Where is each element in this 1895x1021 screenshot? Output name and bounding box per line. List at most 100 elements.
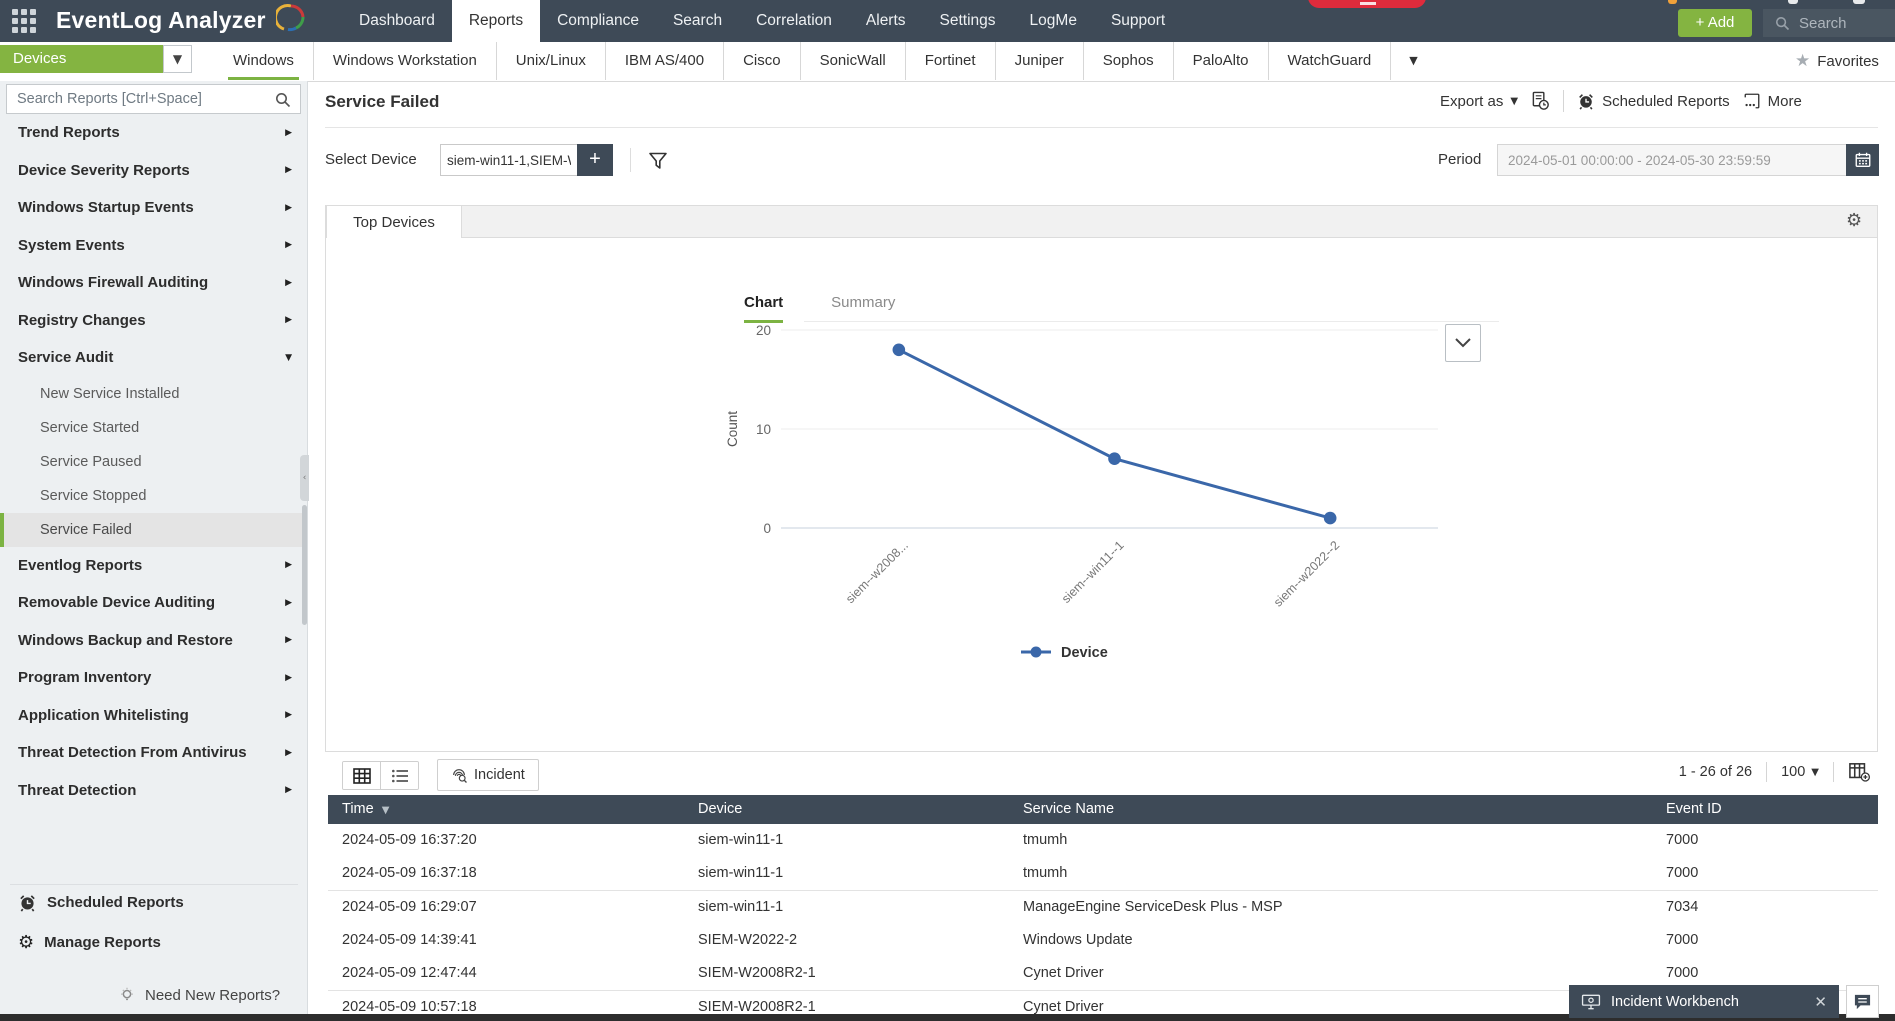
device-tab-ibm-as-400[interactable]: IBM AS/400 — [604, 42, 723, 80]
table-row[interactable]: 2024-05-09 16:29:07 siem-win11-1 ManageEng… — [328, 890, 1878, 925]
add-button[interactable]: + Add — [1678, 9, 1752, 37]
tab-summary[interactable]: Summary — [831, 294, 896, 311]
sidebar-item-windows-firewall-auditing[interactable]: Windows Firewall Auditing ▶ — [0, 264, 307, 302]
gear-icon: ⚙ — [18, 932, 35, 953]
top-nav-correlation[interactable]: Correlation — [756, 12, 832, 29]
chart-tab-underline — [804, 321, 1499, 322]
sidebar-item-service-paused[interactable]: Service Paused — [0, 445, 307, 479]
device-tab-unix-linux[interactable]: Unix/Linux — [495, 42, 605, 80]
grid-view-button[interactable] — [343, 762, 380, 789]
sidebar-collapse-handle[interactable]: ‹ — [300, 455, 309, 501]
favorites-button[interactable]: ★ Favorites — [1795, 42, 1879, 80]
scheduled-reports-link[interactable]: Scheduled Reports — [18, 893, 184, 912]
top-nav-alerts[interactable]: Alerts — [865, 12, 906, 29]
table-row[interactable]: 2024-05-09 14:39:41 SIEM-W2022-2 Windows U… — [328, 923, 1878, 958]
device-tab-windows-workstation[interactable]: Windows Workstation — [312, 42, 496, 80]
sidebar-search-input[interactable] — [7, 85, 272, 113]
sidebar-item-threat-detection-from-antivirus[interactable]: Threat Detection From Antivirus ▶ — [0, 734, 307, 772]
sidebar-item-threat-detection[interactable]: Threat Detection ▶ — [0, 772, 307, 810]
chevron-right-icon: ▶ — [285, 747, 292, 758]
device-tab-paloalto[interactable]: PaloAlto — [1172, 42, 1268, 80]
data-point-siem-win11-1[interactable] — [1108, 452, 1121, 465]
global-search-box[interactable]: Search — [1763, 9, 1895, 37]
logo-swirl-icon — [276, 4, 305, 32]
column-header-event-id[interactable]: Event ID — [1666, 801, 1722, 817]
add-device-button[interactable]: + — [577, 144, 613, 176]
chart-options-dropdown[interactable] — [1445, 324, 1481, 362]
tab-chart[interactable]: Chart — [744, 294, 784, 323]
sidebar-item-label: Service Paused — [40, 453, 142, 470]
sidebar-item-new-service-installed[interactable]: New Service Installed — [0, 377, 307, 411]
global-search-placeholder: Search — [1799, 14, 1847, 32]
data-point-siem-w2022-2[interactable] — [1323, 511, 1337, 525]
calendar-icon — [1855, 152, 1870, 167]
top-nav-search[interactable]: Search — [672, 12, 723, 29]
column-header-device[interactable]: Device — [698, 801, 743, 817]
cell-event-id: 7000 — [1666, 832, 1699, 848]
list-view-button[interactable] — [380, 762, 418, 789]
device-tab-sonicwall[interactable]: SonicWall — [799, 42, 905, 80]
page-size-dropdown[interactable]: 100 ▼ — [1781, 764, 1819, 780]
column-chooser-icon[interactable] — [1848, 762, 1870, 782]
sidebar-item-eventlog-reports[interactable]: Eventlog Reports ▶ — [0, 547, 307, 585]
period-input[interactable] — [1497, 144, 1847, 176]
need-new-reports-link[interactable]: Need New Reports? — [118, 986, 280, 1004]
sidebar-item-device-severity-reports[interactable]: Device Severity Reports ▶ — [0, 152, 307, 190]
top-nav-logme[interactable]: LogMe — [1029, 12, 1077, 29]
sidebar-item-application-whitelisting[interactable]: Application Whitelisting ▶ — [0, 697, 307, 735]
tab-top-devices[interactable]: Top Devices — [326, 205, 462, 239]
table-row[interactable]: 2024-05-09 16:37:20 siem-win11-1 tmumh 7000 — [328, 824, 1878, 858]
devices-dropdown-chevron[interactable]: ▼ — [163, 45, 192, 73]
select-device-input[interactable] — [440, 144, 578, 176]
top-nav-settings[interactable]: Settings — [939, 12, 996, 29]
devices-dropdown[interactable]: Devices — [0, 45, 163, 73]
top-nav-compliance[interactable]: Compliance — [557, 12, 639, 29]
device-tab-fortinet[interactable]: Fortinet — [904, 42, 995, 80]
sidebar-item-label: Threat Detection — [18, 781, 137, 799]
export-schedule-button[interactable] — [1531, 91, 1550, 111]
close-icon[interactable]: ✕ — [1814, 993, 1827, 1011]
calendar-button[interactable] — [1846, 144, 1879, 176]
sidebar-scrollbar-thumb[interactable] — [302, 505, 307, 625]
widget-settings-gear-icon[interactable]: ⚙ — [1846, 210, 1863, 231]
filter-icon[interactable] — [648, 151, 668, 171]
more-device-tabs-dropdown[interactable]: ▼ — [1390, 42, 1435, 80]
sidebar-item-program-inventory[interactable]: Program Inventory ▶ — [0, 659, 307, 697]
chevron-down-icon: ▼ — [1811, 766, 1819, 778]
more-button[interactable]: More — [1743, 92, 1802, 110]
device-tab-sophos[interactable]: Sophos — [1082, 42, 1173, 80]
sidebar-item-service-started[interactable]: Service Started — [0, 411, 307, 445]
legend-label[interactable]: Device — [1061, 645, 1108, 661]
device-tab-cisco[interactable]: Cisco — [723, 42, 800, 80]
sidebar-item-service-failed[interactable]: Service Failed — [0, 512, 307, 547]
sidebar-item-system-events[interactable]: System Events ▶ — [0, 227, 307, 265]
column-header-time[interactable]: Time ▼ — [342, 801, 390, 817]
top-nav-reports[interactable]: Reports — [451, 0, 541, 42]
sidebar-item-service-audit[interactable]: Service Audit ▼ — [0, 339, 307, 377]
apps-grid-icon[interactable] — [12, 9, 38, 34]
sidebar-item-registry-changes[interactable]: Registry Changes ▶ — [0, 302, 307, 340]
data-point-siem-w2008[interactable] — [892, 343, 906, 357]
top-nav-dashboard[interactable]: Dashboard — [359, 12, 435, 29]
device-tab-juniper[interactable]: Juniper — [994, 42, 1083, 80]
top-edge-red-button[interactable] — [1308, 0, 1426, 8]
search-icon[interactable] — [275, 92, 291, 108]
sidebar-item-trend-reports[interactable]: Trend Reports ▶ — [0, 114, 307, 152]
top-nav-support[interactable]: Support — [1110, 12, 1166, 29]
sidebar-item-service-stopped[interactable]: Service Stopped — [0, 479, 307, 513]
scheduled-reports-button[interactable]: Scheduled Reports — [1577, 92, 1730, 110]
device-tab-watchguard[interactable]: WatchGuard — [1267, 42, 1391, 80]
incident-workbench-bar[interactable]: Incident Workbench ✕ — [1569, 985, 1839, 1018]
sidebar-item-removable-device-auditing[interactable]: Removable Device Auditing ▶ — [0, 584, 307, 622]
incident-button[interactable]: Incident — [437, 759, 539, 791]
chevron-right-icon: ▶ — [285, 315, 292, 326]
table-header-row: Time ▼ Device Service Name Event ID — [328, 795, 1878, 824]
column-header-service-name[interactable]: Service Name — [1023, 801, 1115, 817]
chat-button[interactable] — [1846, 985, 1879, 1018]
device-tab-windows[interactable]: Windows — [214, 42, 313, 80]
sidebar-item-windows-backup-and-restore[interactable]: Windows Backup and Restore ▶ — [0, 622, 307, 660]
export-as-dropdown[interactable]: Export as ▼ — [1440, 93, 1518, 110]
manage-reports-link[interactable]: ⚙ Manage Reports — [18, 932, 161, 953]
table-row[interactable]: 2024-05-09 16:37:18 siem-win11-1 tmumh 7000 — [328, 857, 1878, 892]
sidebar-item-windows-startup-events[interactable]: Windows Startup Events ▶ — [0, 189, 307, 227]
